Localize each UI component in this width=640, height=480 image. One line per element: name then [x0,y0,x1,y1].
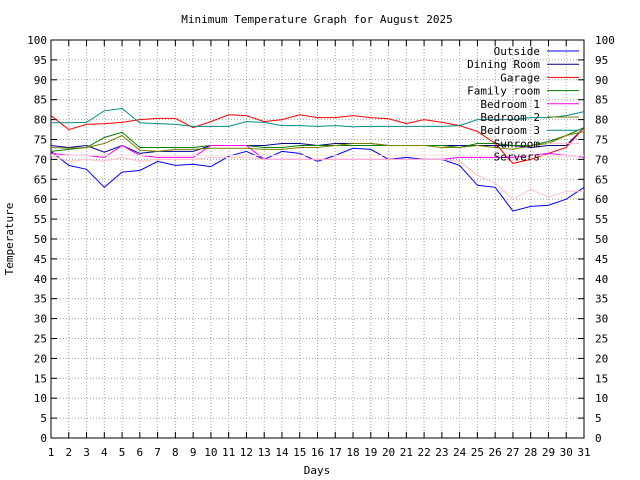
y-tick-label: 95 [34,54,47,67]
x-tick-label: 1 [48,446,55,459]
y-tick-label: 55 [34,213,47,226]
legend-label: Dining Room [467,58,540,71]
x-tick-label: 7 [154,446,161,459]
y-tick-label-right: 25 [595,333,608,346]
x-tick-label: 17 [329,446,342,459]
x-tick-label: 22 [417,446,430,459]
y-tick-label-right: 45 [595,253,608,266]
y-tick-label: 5 [40,412,47,425]
series-line-outside [50,147,585,212]
x-tick-label: 20 [382,446,395,459]
x-tick-label: 21 [400,446,413,459]
y-tick-label: 65 [34,173,47,186]
x-tick-label: 19 [364,446,377,459]
x-tick-label: 23 [435,446,448,459]
legend-label: Garage [500,71,540,84]
y-tick-label: 35 [34,293,47,306]
y-tick-label-right: 80 [595,114,608,127]
x-tick-label: 29 [542,446,555,459]
x-tick-label: 25 [471,446,484,459]
x-tick-label: 12 [240,446,253,459]
y-tick-label: 30 [34,313,47,326]
y-tick-label: 45 [34,253,47,266]
y-tick-label-right: 75 [595,134,608,147]
y-tick-label: 90 [34,74,47,87]
y-axis-label: Temperature [3,203,16,276]
legend-label: Servers [494,151,540,164]
x-tick-label: 4 [101,446,108,459]
x-tick-label: 18 [346,446,359,459]
y-tick-label-right: 95 [595,54,608,67]
y-tick-label: 10 [34,392,47,405]
chart-title: Minimum Temperature Graph for August 202… [181,13,453,26]
series-line-sunroom [50,154,584,200]
legend-label: Bedroom 2 [480,111,540,124]
y-tick-label: 100 [27,34,47,47]
y-tick-label-right: 50 [595,233,608,246]
x-tick-label: 16 [311,446,324,459]
y-tick-label: 0 [40,432,47,445]
y-tick-label: 50 [34,233,47,246]
x-tick-label: 13 [258,446,271,459]
legend-label: Bedroom 1 [480,98,540,111]
y-tick-label: 15 [34,372,47,385]
x-tick-label: 6 [137,446,144,459]
y-tick-label: 40 [34,273,47,286]
legend-label: Sunroom [494,137,541,150]
y-tick-label-right: 100 [595,34,615,47]
y-tick-label: 75 [34,134,47,147]
x-tick-label: 10 [204,446,217,459]
legend-label: Outside [494,45,540,58]
y-tick-label-right: 30 [595,313,608,326]
x-tick-label: 27 [506,446,519,459]
y-tick-label-right: 35 [595,293,608,306]
series-line-bedroom-3 [51,107,585,128]
x-tick-label: 30 [560,446,573,459]
y-tick-label-right: 0 [595,432,602,445]
series-line-bedroom-2 [50,131,585,152]
series-lines [50,107,585,212]
y-tick-label-right: 60 [595,193,608,206]
x-axis-label: Days [304,464,331,477]
x-tick-label: 15 [293,446,306,459]
x-tick-label: 31 [577,446,590,459]
x-tick-label: 3 [83,446,90,459]
series-line-family-room [50,127,585,152]
y-tick-label-right: 5 [595,412,602,425]
y-tick-label: 80 [34,114,47,127]
y-tick-label: 70 [34,153,47,166]
x-tick-label: 11 [222,446,235,459]
y-tick-label-right: 10 [595,392,608,405]
y-tick-label: 25 [34,333,47,346]
legend-label: Bedroom 3 [480,124,540,137]
y-tick-label: 60 [34,193,47,206]
y-tick-label-right: 70 [595,153,608,166]
y-tick-label-right: 20 [595,352,608,365]
y-tick-label-right: 55 [595,213,608,226]
y-tick-label-right: 90 [595,74,608,87]
x-tick-label: 14 [275,446,289,459]
x-tick-label: 9 [190,446,197,459]
y-tick-label-right: 15 [595,372,608,385]
y-tick-label: 85 [34,94,47,107]
y-tick-label-right: 65 [595,173,608,186]
legend-label: Family room [467,85,540,98]
x-tick-label: 5 [119,446,126,459]
y-tick-label: 20 [34,352,47,365]
y-tick-label-right: 40 [595,273,608,286]
x-tick-label: 26 [489,446,502,459]
x-tick-label: 24 [453,446,467,459]
x-tick-label: 8 [172,446,179,459]
x-tick-label: 2 [65,446,72,459]
y-tick-label-right: 85 [595,94,608,107]
x-tick-label: 28 [524,446,537,459]
